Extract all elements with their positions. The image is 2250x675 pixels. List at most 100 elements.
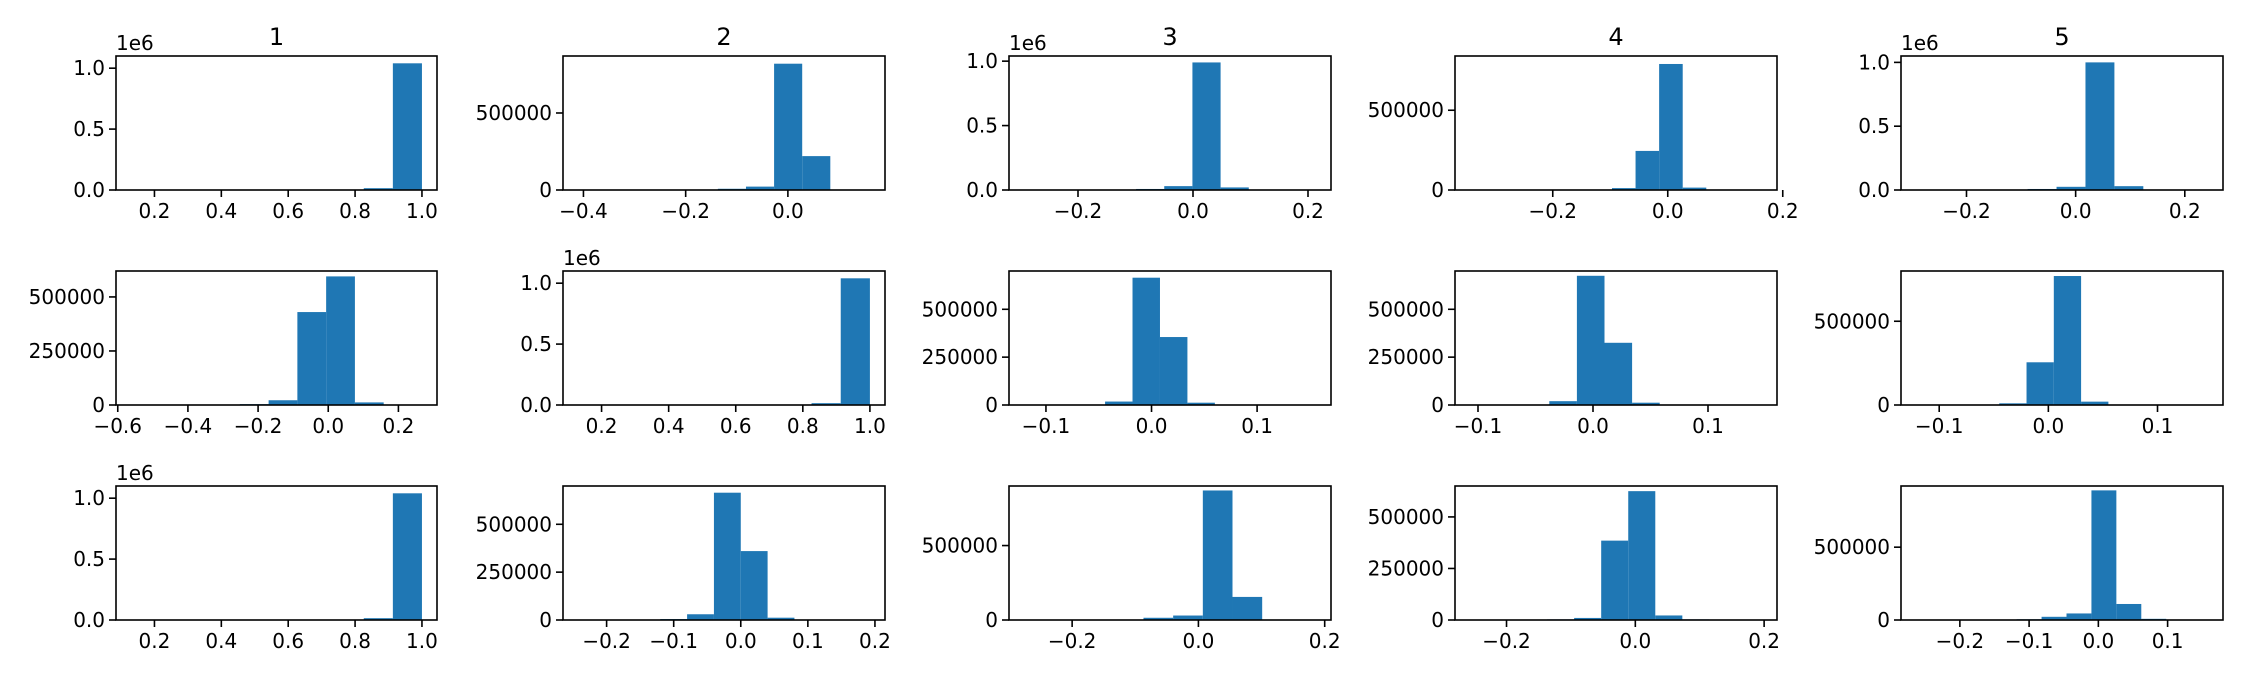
x-tick-label: 0.2 — [139, 199, 171, 223]
subplot-r2-c3: 0 250000 500000 −0.1 0.0 0.1 — [922, 270, 1332, 438]
x-tick-label: −0.2 — [1048, 629, 1097, 653]
x-tick-label: 0.0 — [772, 199, 804, 223]
x-tick-label: 0.2 — [139, 629, 171, 653]
y-tick-label: 0.5 — [73, 117, 105, 141]
y-tick-label: 250000 — [29, 339, 105, 363]
x-tick-label: −0.1 — [1915, 414, 1964, 438]
subplot-r3-c3: 0 500000 −0.2 0.0 0.2 — [922, 485, 1341, 653]
histogram-bar — [392, 63, 422, 191]
y-tick-label: 0.0 — [1858, 178, 1890, 202]
histogram-bar — [1220, 187, 1249, 190]
axes-frame — [1900, 270, 2224, 406]
x-tick-label: 0.2 — [859, 629, 891, 653]
x-tick-label: −0.2 — [1936, 629, 1985, 653]
histogram-bar — [811, 403, 841, 405]
subplot-r2-c1: 0 250000 500000 −0.6 −0.4 −0.2 0.0 0.2 — [29, 270, 438, 438]
y-tick-label: 0 — [985, 393, 998, 417]
histogram-bar — [2026, 362, 2054, 405]
histogram-bar — [745, 186, 775, 190]
histogram-bar — [1232, 596, 1263, 620]
x-tick-label: 0.6 — [720, 414, 752, 438]
y-tick-label: 250000 — [922, 345, 998, 369]
histogram-bar — [2053, 276, 2082, 405]
subplot-title: 1 — [269, 23, 284, 51]
x-tick-label: 0.0 — [1136, 414, 1168, 438]
x-tick-label: 0.8 — [787, 414, 819, 438]
x-tick-label: 0.0 — [2060, 199, 2092, 223]
y-tick-label: 0.0 — [966, 178, 998, 202]
histogram-bar — [1635, 150, 1660, 190]
x-tick-label: 0.2 — [1767, 199, 1799, 223]
subplot-r3-c2: 0 250000 500000 −0.2 −0.1 0.0 0.1 0.2 — [476, 485, 891, 653]
histogram-bar — [1164, 186, 1193, 190]
histogram-bar — [1659, 63, 1683, 191]
subplot-title: 5 — [2054, 23, 2069, 51]
x-tick-label: 0.1 — [2142, 414, 2174, 438]
x-tick-label: −0.4 — [164, 414, 213, 438]
y-tick-label: 250000 — [476, 560, 552, 584]
histogram-bar — [1173, 615, 1203, 620]
axes-frame — [1900, 55, 2224, 191]
histogram-bar — [1576, 275, 1605, 405]
histogram-bar — [802, 156, 831, 190]
x-tick-label: −0.4 — [559, 199, 608, 223]
histogram-bar — [1105, 401, 1133, 405]
histogram-bar — [840, 278, 870, 405]
histogram-bar — [774, 63, 803, 191]
histogram-bar — [1604, 342, 1633, 405]
histogram-bar — [1999, 403, 2027, 405]
subplot-r2-c2: 0.0 0.5 1.0 0.2 0.4 0.6 0.8 1.0 1e6 — [520, 246, 886, 438]
x-tick-label: 0.4 — [653, 414, 685, 438]
x-tick-label: −0.1 — [2005, 629, 2054, 653]
subplot-title: 3 — [1162, 23, 1177, 51]
histogram-bar — [268, 400, 298, 405]
subplot-r1-c5: 0.0 0.5 1.0 −0.2 0.0 0.2 1e6 5 — [1858, 23, 2224, 223]
x-tick-label: 0.1 — [792, 629, 824, 653]
y-tick-label: 0 — [1431, 608, 1444, 632]
y-tick-label: 500000 — [922, 297, 998, 321]
y-tick-label: 250000 — [1368, 345, 1444, 369]
histogram-bar — [1132, 277, 1160, 405]
x-tick-label: 0.6 — [272, 199, 304, 223]
axes-frame — [1008, 270, 1332, 406]
histogram-bar — [2056, 186, 2086, 190]
y-offset-label: 1e6 — [1009, 31, 1047, 55]
histogram-bar — [1628, 491, 1656, 620]
subplot-r2-c4: 0 250000 500000 −0.1 0.0 0.1 — [1368, 270, 1778, 438]
axes-frame — [1008, 485, 1332, 621]
histogram-bar — [2081, 401, 2109, 405]
x-tick-label: −0.2 — [1054, 199, 1103, 223]
y-tick-label: 1.0 — [1858, 50, 1890, 74]
histogram-bar — [2066, 613, 2092, 620]
y-offset-label: 1e6 — [1901, 31, 1939, 55]
x-tick-label: 0.0 — [1619, 629, 1651, 653]
y-tick-label: 0 — [539, 608, 552, 632]
y-tick-label: 0.0 — [73, 608, 105, 632]
y-tick-label: 1.0 — [520, 271, 552, 295]
x-tick-label: −0.2 — [1942, 199, 1991, 223]
x-tick-label: 0.1 — [1241, 414, 1273, 438]
x-tick-label: 0.4 — [205, 629, 237, 653]
histogram-bar — [1143, 617, 1174, 620]
x-tick-label: 0.0 — [1177, 199, 1209, 223]
subplot-r1-c1: 0.0 0.5 1.0 0.2 0.4 0.6 0.8 1.0 1e6 1 — [73, 23, 438, 223]
subplot-r3-c5: 0 500000 −0.2 −0.1 0.0 0.1 — [1814, 485, 2224, 653]
x-tick-label: −0.2 — [1482, 629, 1531, 653]
x-tick-label: 0.0 — [725, 629, 757, 653]
x-tick-label: 0.0 — [1652, 199, 1684, 223]
histogram-bar — [2114, 186, 2144, 190]
histogram-bar — [1574, 617, 1602, 620]
histogram-bar — [2041, 616, 2067, 620]
y-tick-label: 0 — [1877, 393, 1890, 417]
histogram-bar — [1682, 187, 1707, 190]
x-tick-label: −0.6 — [93, 414, 142, 438]
x-tick-label: −0.2 — [1528, 199, 1577, 223]
histogram-bar — [1187, 402, 1215, 405]
y-tick-label: 0 — [1431, 178, 1444, 202]
y-tick-label: 500000 — [922, 534, 998, 558]
axes-frame — [1454, 55, 1778, 191]
histogram-bar — [1655, 615, 1683, 620]
subplot-r1-c2: 0 500000 −0.4 −0.2 0.0 2 — [476, 23, 886, 223]
y-tick-label: 500000 — [476, 512, 552, 536]
subplot-title: 4 — [1608, 23, 1623, 51]
